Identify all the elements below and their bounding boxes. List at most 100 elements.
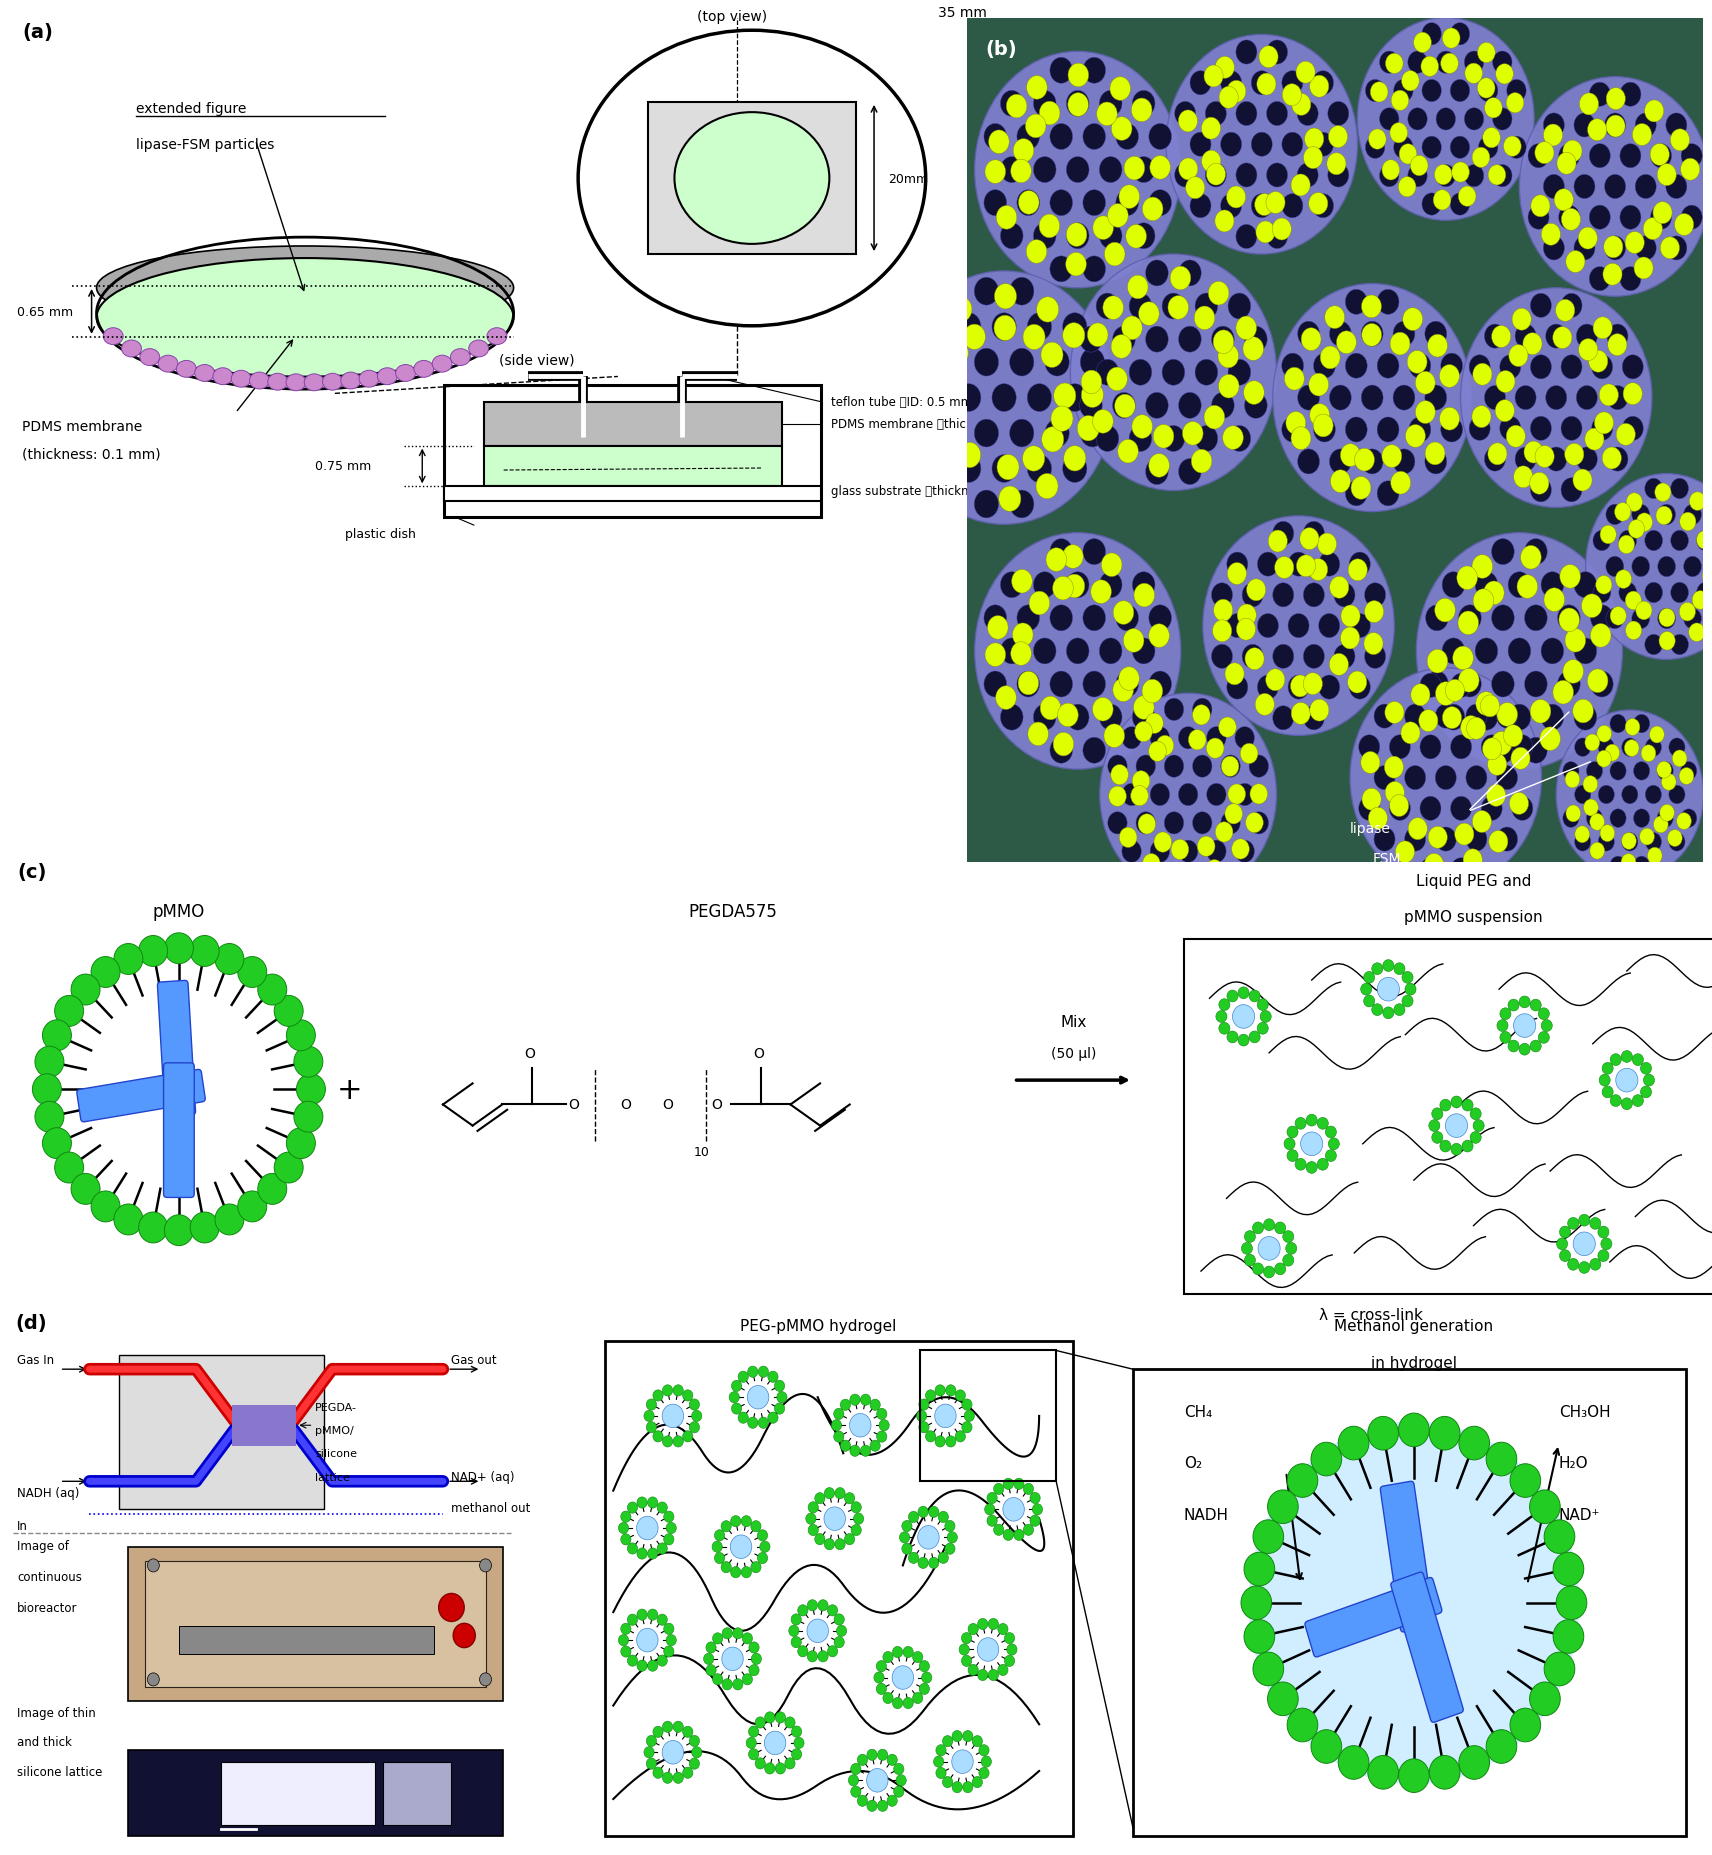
Circle shape (1325, 306, 1344, 330)
Circle shape (1193, 868, 1212, 890)
Circle shape (1361, 449, 1383, 475)
Circle shape (1080, 371, 1103, 395)
Circle shape (870, 1399, 880, 1410)
Text: Image of thin: Image of thin (17, 1705, 96, 1718)
Circle shape (1051, 406, 1073, 432)
Circle shape (1178, 840, 1198, 863)
Circle shape (1205, 861, 1222, 881)
Circle shape (647, 1759, 656, 1770)
Circle shape (904, 349, 928, 377)
Circle shape (1320, 347, 1340, 369)
Text: (c): (c) (17, 863, 46, 881)
Circle shape (926, 1389, 936, 1401)
Circle shape (1084, 124, 1106, 150)
Circle shape (1544, 1653, 1575, 1686)
Circle shape (1150, 727, 1169, 749)
Circle shape (1436, 52, 1455, 74)
Circle shape (1587, 762, 1602, 781)
Text: FSM: FSM (1371, 851, 1400, 864)
Circle shape (1406, 983, 1416, 996)
Circle shape (1027, 384, 1051, 412)
Circle shape (1238, 1035, 1250, 1046)
Circle shape (1162, 293, 1185, 319)
Circle shape (1228, 564, 1246, 584)
Circle shape (1207, 163, 1226, 186)
Circle shape (690, 1399, 700, 1410)
Circle shape (1272, 646, 1294, 670)
Circle shape (1616, 571, 1632, 590)
Circle shape (806, 1514, 817, 1525)
Circle shape (1606, 505, 1623, 525)
Circle shape (1154, 425, 1174, 449)
Circle shape (1445, 681, 1464, 701)
Circle shape (1524, 441, 1543, 464)
Circle shape (1162, 360, 1185, 386)
Circle shape (1390, 798, 1411, 822)
Text: Liquid PEG and: Liquid PEG and (1416, 874, 1531, 889)
Circle shape (791, 1725, 801, 1738)
Circle shape (1228, 427, 1251, 453)
Circle shape (305, 375, 324, 391)
Circle shape (1519, 996, 1531, 1009)
Circle shape (1496, 705, 1517, 729)
Circle shape (216, 944, 243, 976)
Circle shape (964, 325, 986, 351)
Circle shape (1294, 1119, 1306, 1130)
Circle shape (1121, 785, 1142, 807)
Circle shape (1561, 417, 1582, 441)
Circle shape (1430, 1120, 1440, 1132)
Circle shape (377, 369, 397, 386)
Circle shape (993, 1525, 1003, 1536)
Circle shape (1428, 649, 1448, 673)
Circle shape (955, 1389, 966, 1401)
Circle shape (1014, 139, 1034, 163)
Circle shape (984, 124, 1007, 150)
Circle shape (1390, 124, 1407, 145)
Circle shape (1621, 1052, 1632, 1063)
Circle shape (1573, 1232, 1596, 1256)
Circle shape (1053, 577, 1073, 601)
Circle shape (854, 1514, 863, 1525)
Circle shape (1635, 237, 1656, 262)
Circle shape (1132, 772, 1150, 792)
Circle shape (1080, 393, 1103, 419)
Circle shape (690, 1736, 700, 1747)
Circle shape (1414, 33, 1431, 54)
Circle shape (1263, 1219, 1275, 1232)
Circle shape (1476, 638, 1498, 664)
Circle shape (1145, 460, 1168, 486)
Circle shape (1251, 72, 1272, 96)
Circle shape (1681, 160, 1700, 182)
Text: (side view): (side view) (498, 352, 574, 367)
Circle shape (1046, 549, 1067, 571)
Circle shape (1524, 334, 1543, 356)
Circle shape (1063, 384, 1087, 412)
Circle shape (1318, 675, 1340, 699)
Circle shape (1460, 716, 1481, 740)
Circle shape (866, 1799, 877, 1812)
Circle shape (748, 1642, 758, 1653)
Circle shape (984, 605, 1007, 631)
Circle shape (738, 1371, 748, 1382)
Text: continuous: continuous (17, 1569, 82, 1582)
Circle shape (1351, 668, 1541, 889)
Circle shape (1394, 137, 1412, 160)
Circle shape (1267, 1490, 1298, 1523)
Circle shape (1257, 1022, 1269, 1035)
Circle shape (1633, 714, 1650, 733)
Circle shape (627, 1614, 637, 1625)
Circle shape (1303, 148, 1323, 169)
Circle shape (798, 1645, 808, 1657)
Circle shape (1116, 124, 1138, 150)
Circle shape (918, 1506, 928, 1517)
Circle shape (769, 1412, 777, 1423)
Circle shape (91, 1191, 120, 1222)
Circle shape (1632, 124, 1652, 147)
Circle shape (1243, 584, 1263, 608)
Circle shape (673, 1772, 683, 1783)
Circle shape (1258, 46, 1279, 69)
Circle shape (1115, 395, 1135, 419)
Circle shape (1275, 1263, 1286, 1274)
Circle shape (1305, 130, 1323, 150)
Circle shape (1212, 646, 1233, 670)
